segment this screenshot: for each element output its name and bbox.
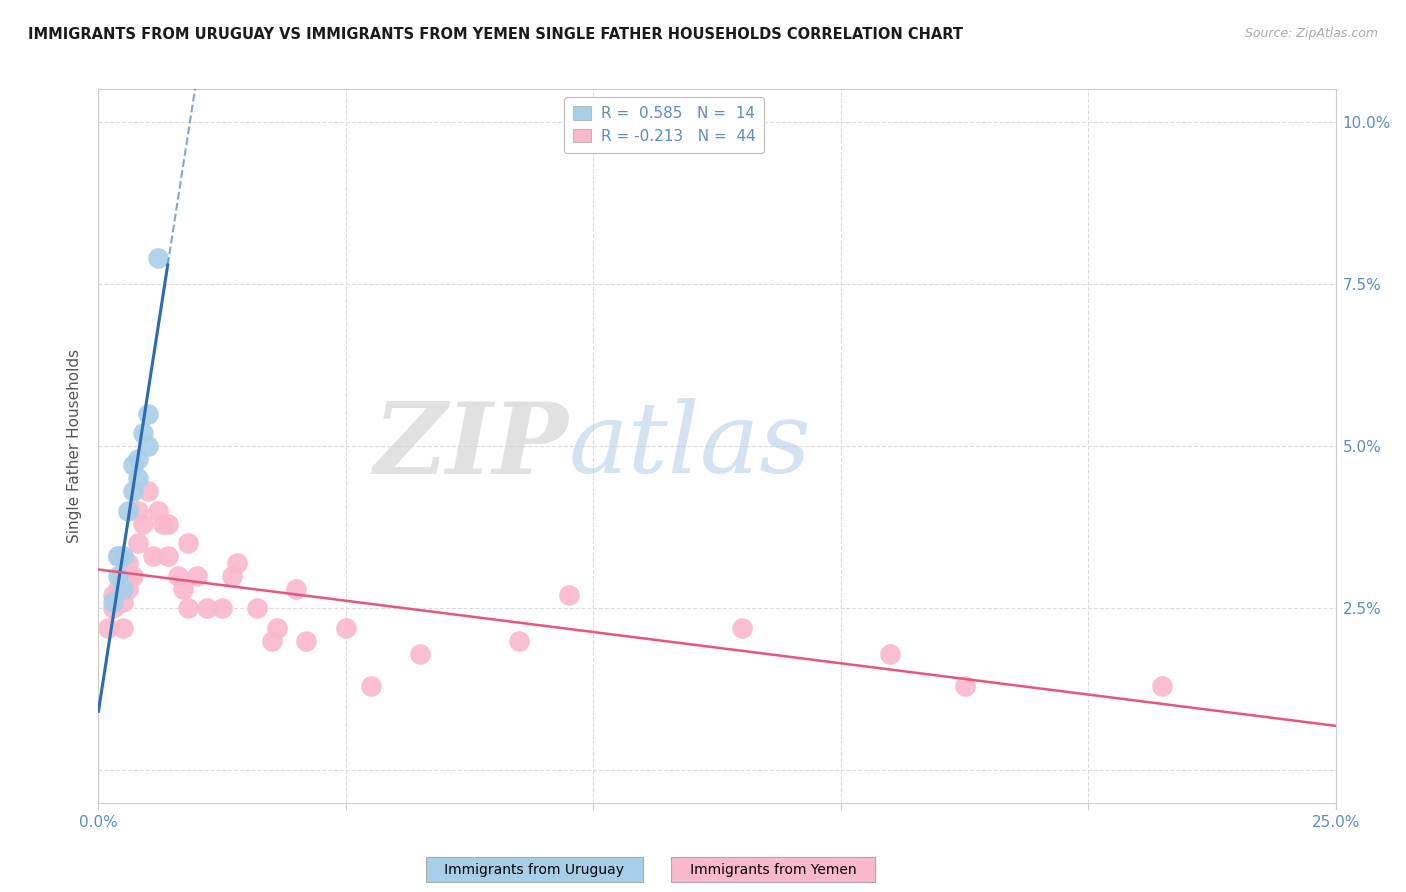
Point <box>127 471 149 485</box>
Point <box>152 516 174 531</box>
Y-axis label: Single Father Households: Single Father Households <box>67 349 83 543</box>
Point <box>136 407 159 421</box>
Point <box>360 679 382 693</box>
Point <box>246 601 269 615</box>
Point <box>117 556 139 570</box>
Legend: R =  0.585   N =  14, R = -0.213   N =  44: R = 0.585 N = 14, R = -0.213 N = 44 <box>564 97 765 153</box>
Text: atlas: atlas <box>568 399 811 493</box>
Point <box>122 484 145 499</box>
Point <box>127 452 149 467</box>
Point <box>731 621 754 635</box>
Point <box>112 595 135 609</box>
Point <box>136 484 159 499</box>
Point <box>166 568 188 582</box>
Point <box>409 647 432 661</box>
Point <box>557 588 579 602</box>
Point <box>1152 679 1174 693</box>
Point <box>285 582 308 596</box>
Point <box>107 549 129 564</box>
Point <box>953 679 976 693</box>
Point <box>117 568 139 582</box>
Point <box>107 568 129 582</box>
Point <box>117 504 139 518</box>
Point <box>103 601 125 615</box>
Point <box>142 549 165 564</box>
Point <box>508 633 530 648</box>
Text: Immigrants from Yemen: Immigrants from Yemen <box>676 863 870 877</box>
Point <box>176 536 198 550</box>
Point <box>112 549 135 564</box>
Point <box>97 621 120 635</box>
Text: Source: ZipAtlas.com: Source: ZipAtlas.com <box>1244 27 1378 40</box>
Point <box>117 582 139 596</box>
Text: ZIP: ZIP <box>374 398 568 494</box>
Point <box>879 647 901 661</box>
Point <box>112 621 135 635</box>
Point <box>195 601 218 615</box>
Point <box>146 251 169 265</box>
Point <box>211 601 233 615</box>
Point <box>186 568 208 582</box>
Point <box>260 633 283 648</box>
Point <box>132 516 155 531</box>
Point <box>335 621 357 635</box>
Point <box>103 588 125 602</box>
Point <box>146 504 169 518</box>
Point <box>156 516 179 531</box>
Point <box>107 549 129 564</box>
Point <box>172 582 194 596</box>
Point <box>107 582 129 596</box>
Point <box>122 568 145 582</box>
Point <box>221 568 243 582</box>
Point <box>127 536 149 550</box>
Point <box>156 549 179 564</box>
Text: Immigrants from Uruguay: Immigrants from Uruguay <box>432 863 637 877</box>
Point <box>136 439 159 453</box>
Point <box>266 621 288 635</box>
Point <box>122 458 145 473</box>
Point <box>295 633 318 648</box>
Point <box>103 595 125 609</box>
Point <box>112 582 135 596</box>
Point <box>226 556 249 570</box>
Point <box>112 568 135 582</box>
Point <box>176 601 198 615</box>
Point <box>127 504 149 518</box>
Point <box>132 425 155 440</box>
Text: IMMIGRANTS FROM URUGUAY VS IMMIGRANTS FROM YEMEN SINGLE FATHER HOUSEHOLDS CORREL: IMMIGRANTS FROM URUGUAY VS IMMIGRANTS FR… <box>28 27 963 42</box>
